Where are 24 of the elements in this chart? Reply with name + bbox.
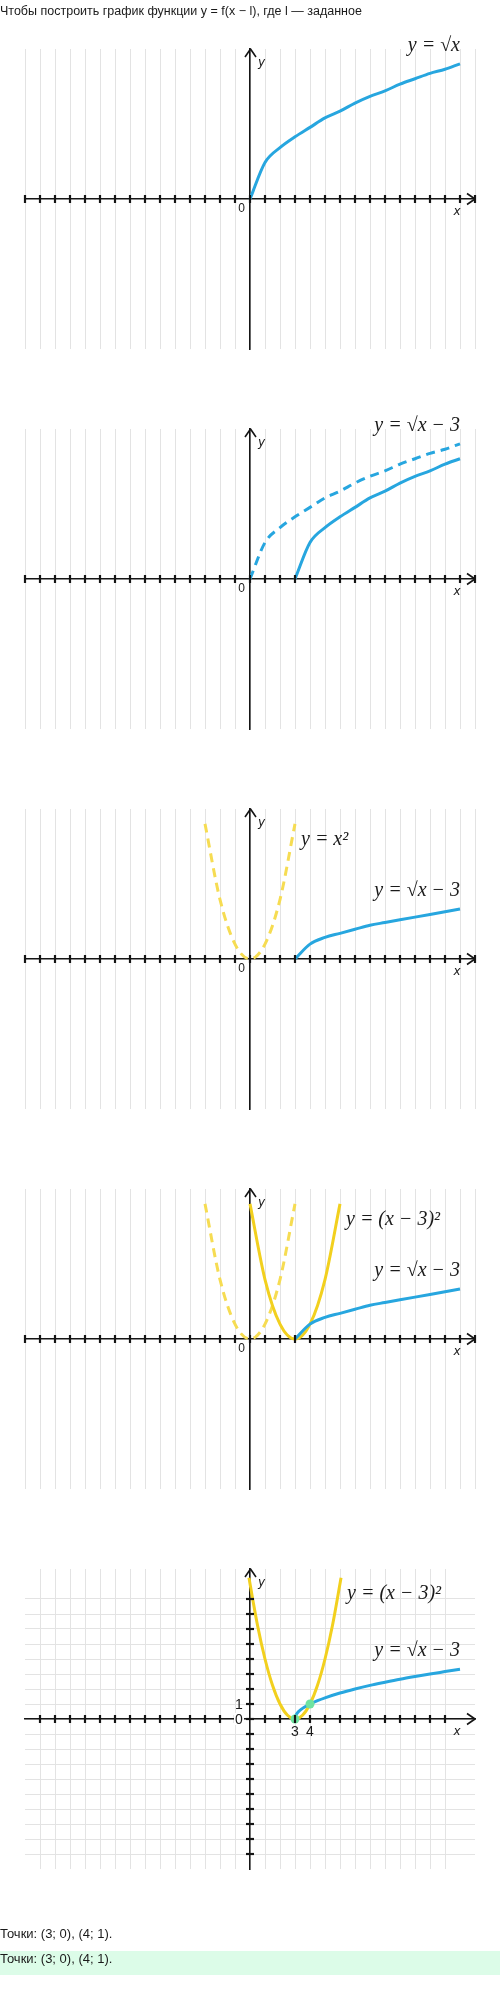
series-label: y = √x − 3 bbox=[372, 413, 461, 437]
series-label: y = (x − 3)² bbox=[344, 1207, 442, 1231]
x-axis-title: x bbox=[452, 1344, 462, 1359]
x-tick-label: 3 bbox=[291, 1723, 299, 1739]
y-axis-title: y bbox=[257, 435, 266, 450]
y-axis-title: y bbox=[257, 815, 266, 830]
x-axis-title: x bbox=[452, 204, 462, 219]
series-label: y = √x − 3 bbox=[372, 1638, 461, 1662]
x-axis-title: x bbox=[452, 964, 462, 979]
y-axis-title: y bbox=[257, 1195, 266, 1210]
y-tick-label: 1 bbox=[235, 1696, 243, 1712]
chart-title: Чтобы построить график функции y = f(x − l), где l — заданное bbox=[0, 3, 362, 20]
text: Точки: (3; 0), (4; 1). bbox=[0, 1926, 113, 1943]
x-tick-label: 4 bbox=[306, 1723, 314, 1739]
x-axis-title: x bbox=[452, 584, 462, 599]
series-label: y = (x − 3)² bbox=[345, 1580, 443, 1604]
series-label: y = x² bbox=[299, 827, 350, 851]
series-label: y = √x bbox=[405, 33, 461, 57]
y-axis-title: y bbox=[257, 55, 266, 70]
text: Точки: (3; 0), (4; 1). bbox=[0, 1951, 113, 1968]
y-axis-title: y bbox=[257, 1575, 266, 1590]
x-axis-title: x bbox=[452, 1724, 462, 1739]
series-label: y = √x − 3 bbox=[372, 878, 461, 902]
series-label: y = √x − 3 bbox=[372, 1258, 461, 1282]
